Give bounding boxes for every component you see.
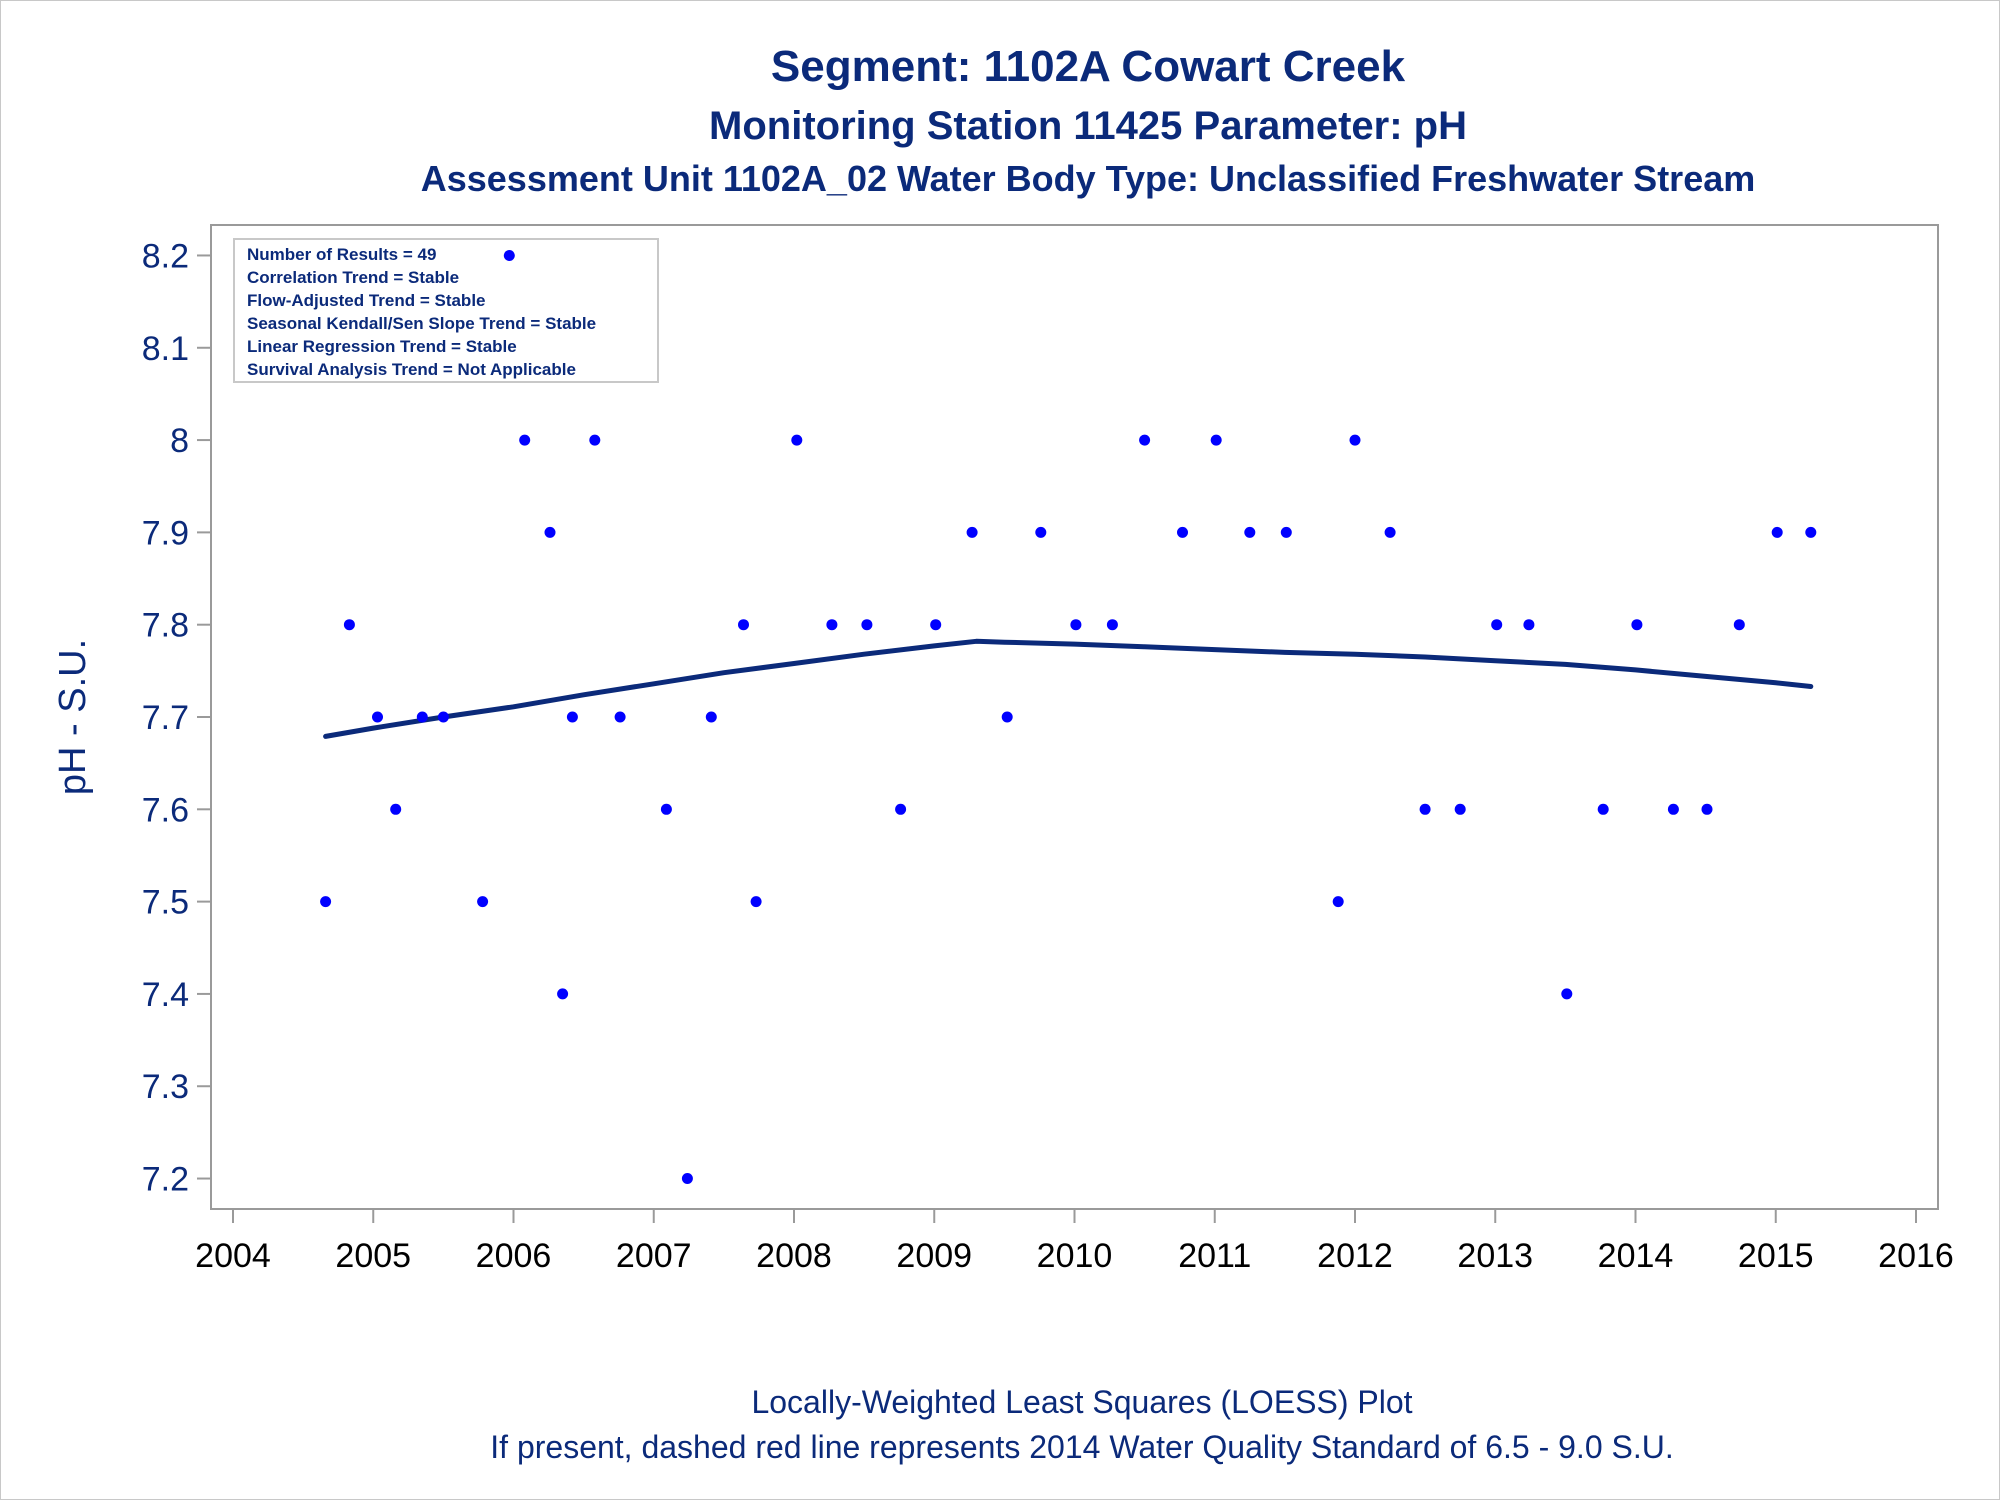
- data-point: [1001, 711, 1013, 723]
- y-tick-label: 8.2: [142, 237, 189, 275]
- data-point: [1454, 803, 1466, 815]
- trend-summary-line: Linear Regression Trend = Stable: [247, 337, 517, 356]
- x-tick-label: 2010: [1037, 1237, 1113, 1275]
- y-tick-label: 7.3: [142, 1068, 189, 1106]
- trend-summary-line: Correlation Trend = Stable: [247, 268, 459, 287]
- x-tick-label: 2004: [195, 1237, 271, 1275]
- x-tick-label: 2013: [1457, 1237, 1533, 1275]
- data-point: [1332, 896, 1344, 908]
- data-point: [1491, 619, 1503, 631]
- data-point: [1139, 434, 1151, 446]
- data-point: [416, 711, 428, 723]
- chart-subtitle-station: Monitoring Station 11425 Parameter: pH: [709, 104, 1467, 148]
- data-point: [1177, 526, 1188, 538]
- y-tick-label: 7.8: [142, 607, 189, 645]
- loess-curve: [323, 638, 1814, 739]
- data-point: [750, 896, 762, 908]
- y-tick-label: 7.7: [142, 699, 189, 737]
- chart-title: Segment: 1102A Cowart Creek: [771, 42, 1406, 91]
- trend-summary-line: Survival Analysis Trend = Not Applicable: [247, 360, 576, 379]
- y-tick-label: 8: [170, 422, 189, 460]
- data-point: [1733, 619, 1745, 631]
- data-point: [1244, 526, 1256, 538]
- trend-summary-line: Number of Results = 49: [247, 245, 436, 264]
- data-point: [895, 803, 907, 815]
- y-tick-label: 7.9: [142, 514, 189, 552]
- data-point: [544, 526, 556, 538]
- data-point: [589, 434, 601, 446]
- footnote-water-quality-standard: If present, dashed red line represents 2…: [490, 1429, 1673, 1465]
- x-tick-label: 2016: [1878, 1237, 1954, 1275]
- data-point: [614, 711, 626, 723]
- data-point: [503, 250, 515, 261]
- data-marks: [320, 250, 1817, 1184]
- data-point: [519, 434, 531, 446]
- data-point: [1419, 803, 1431, 815]
- data-point: [1771, 526, 1783, 538]
- data-point: [1349, 434, 1361, 446]
- x-axis: 2004 2005 2006 2007 2008 2009 2010 2011 2012 2013…: [195, 1209, 1954, 1275]
- data-point: [705, 711, 717, 723]
- data-point: [343, 619, 355, 631]
- data-point: [477, 896, 489, 908]
- data-point: [1701, 803, 1713, 815]
- data-point: [930, 619, 942, 631]
- x-tick-label: 2015: [1738, 1237, 1814, 1275]
- data-point: [372, 711, 383, 723]
- data-point: [1280, 526, 1292, 538]
- chart-subtitle-assessment-unit: Assessment Unit 1102A_02 Water Body Type…: [421, 158, 1756, 199]
- y-tick-label: 7.5: [142, 884, 189, 922]
- x-tick-label: 2011: [1178, 1237, 1251, 1275]
- data-point: [437, 711, 449, 723]
- x-tick-label: 2005: [335, 1237, 411, 1275]
- data-point: [1035, 526, 1047, 538]
- data-point: [660, 803, 672, 815]
- x-tick-label: 2008: [756, 1237, 832, 1275]
- data-point: [966, 526, 978, 538]
- y-axis: 7.2 7.3 7.4 7.5 7.6 7.7 7.8 7.9 8 8.1 8.2: [142, 237, 211, 1199]
- data-point: [1384, 526, 1396, 538]
- x-tick-label: 2014: [1598, 1237, 1674, 1275]
- data-point: [390, 803, 402, 815]
- data-point: [826, 619, 838, 631]
- trend-summary-line: Flow-Adjusted Trend = Stable: [247, 291, 486, 310]
- trend-summary-box: Number of Results = 49 Correlation Trend…: [233, 238, 659, 383]
- y-tick-label: 7.6: [142, 791, 189, 829]
- trend-summary-border: [233, 238, 659, 383]
- data-point: [1805, 526, 1817, 538]
- data-point: [1210, 434, 1222, 446]
- footnote-loess: Locally-Weighted Least Squares (LOESS) P…: [751, 1384, 1412, 1420]
- x-tick-label: 2006: [476, 1237, 552, 1275]
- y-tick-label: 8.1: [142, 330, 189, 368]
- data-point: [1523, 619, 1535, 631]
- y-axis-label: pH - S.U.: [52, 639, 94, 795]
- data-point: [566, 711, 578, 723]
- x-tick-label: 2007: [616, 1237, 692, 1275]
- data-point: [1631, 619, 1643, 631]
- y-tick-label: 7.4: [142, 976, 189, 1014]
- data-point: [1667, 803, 1679, 815]
- data-point: [1597, 803, 1609, 815]
- data-point: [791, 434, 803, 446]
- x-tick-label: 2012: [1317, 1237, 1393, 1275]
- x-tick-label: 2009: [896, 1237, 972, 1275]
- trend-summary-line: Seasonal Kendall/Sen Slope Trend = Stabl…: [247, 314, 596, 333]
- data-point: [1561, 988, 1573, 1000]
- data-point: [320, 896, 332, 908]
- data-point: [861, 619, 873, 631]
- data-point: [738, 619, 749, 631]
- data-point: [681, 1173, 693, 1184]
- data-point: [1106, 619, 1118, 631]
- y-tick-label: 7.2: [142, 1161, 189, 1199]
- data-point: [1070, 619, 1082, 631]
- data-point: [557, 988, 569, 1000]
